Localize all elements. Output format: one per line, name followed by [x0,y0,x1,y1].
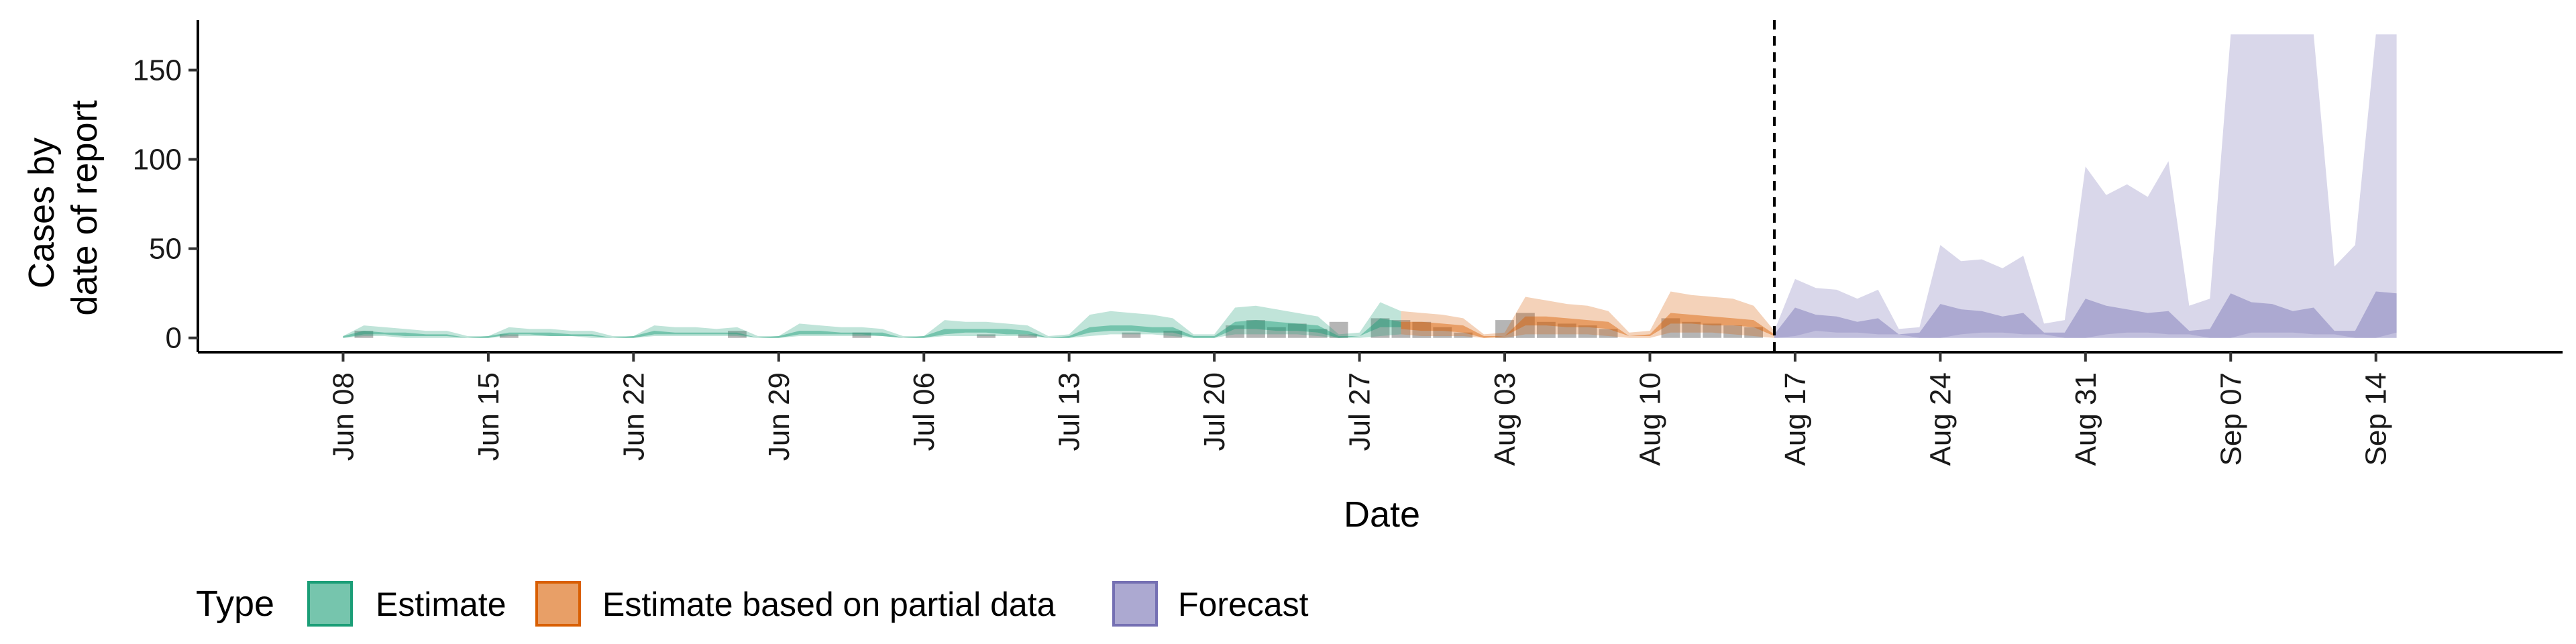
x-tick-label: Aug 31 [2070,372,2102,466]
reported-case-bar [1537,321,1556,338]
x-tick-label: Aug 24 [1924,372,1957,466]
legend-key-forecast [1112,581,1158,627]
y-tick-label: 150 [133,54,182,87]
x-tick-label: Aug 17 [1779,372,1812,466]
reported-case-bar [1163,331,1183,338]
x-tick-label: Jul 13 [1053,372,1086,451]
reported-case-bar [1226,325,1244,338]
reported-case-bar [1599,329,1618,338]
x-tick-label: Jul 20 [1198,372,1231,451]
reported-case-bar [1287,323,1307,338]
reported-case-bar [1412,321,1432,338]
legend-key-estimate [307,581,353,627]
band-50-forecast [1774,291,2397,338]
y-tick-label: 50 [149,233,182,266]
x-tick-label: Jul 06 [908,372,941,451]
band-50-estimate [343,318,1401,338]
reported-case-bar [977,334,996,338]
reported-case-bar [1433,327,1452,338]
legend-label-partial: Estimate based on partial data [602,586,1056,623]
x-tick-label: Aug 03 [1489,372,1521,466]
band-90-estimate-based-on-partial-data [1401,291,1774,338]
y-axis-title-line-1: Cases by [21,138,62,288]
legend-title: Type [196,584,274,624]
y-tick-label: 0 [166,322,182,355]
reported-case-bar [1661,318,1680,338]
reported-case-bar [728,331,747,338]
reported-case-bar [1454,332,1473,338]
band-50-estimate-based-on-partial-data [1401,313,1774,338]
reported-case-bar [1308,329,1328,338]
reported-case-bar [354,331,374,338]
reported-case-bar [1018,334,1037,338]
x-tick-label: Jun 29 [763,372,796,461]
x-tick-label: Jun 08 [327,372,360,461]
band-90-estimate [343,302,1401,338]
axes: 0 50 100 150 Jun 08 Jun 15 Jun 22 Jun 29 Jul 06 J… [133,20,2563,466]
reported-case-bar [1578,325,1597,338]
x-tick-label: Jun 15 [472,372,505,461]
band-90-forecast [1774,34,2397,338]
x-tick-label: Jul 27 [1344,372,1377,451]
reported-case-bar [1267,327,1286,338]
reported-case-bar [1703,323,1722,338]
reported-case-bar [1682,321,1701,338]
x-axis-title: Date [1344,494,1420,535]
reported-case-bar [1246,320,1265,338]
x-tick-label: Sep 07 [2214,372,2247,466]
reported-case-bar [1723,325,1742,338]
y-axis-title: Cases by date of report [21,100,105,315]
plot-area [343,20,2397,352]
x-tick-label: Aug 10 [1634,372,1667,466]
reported-case-bar [499,334,519,338]
reported-case-bar [1329,321,1348,338]
reported-case-bar [1495,320,1514,338]
x-tick-label: Jun 22 [617,372,650,461]
legend: Type Estimate Estimate based on partial … [196,581,1309,627]
reported-case-bar [1391,320,1411,338]
reported-case-bar [1122,332,1141,338]
y-axis-title-line-2: date of report [64,100,105,315]
x-tick-label: Sep 14 [2360,372,2393,466]
reported-case-bar [1516,313,1535,338]
reported-case-bar [1557,323,1576,338]
reported-case-bar [1371,318,1390,338]
legend-label-estimate: Estimate [376,586,506,623]
reported-case-bar [852,332,871,338]
legend-key-partial [535,581,581,627]
reported-case-bar [1744,327,1763,338]
y-tick-label: 100 [133,144,182,176]
legend-label-forecast: Forecast [1178,586,1309,623]
